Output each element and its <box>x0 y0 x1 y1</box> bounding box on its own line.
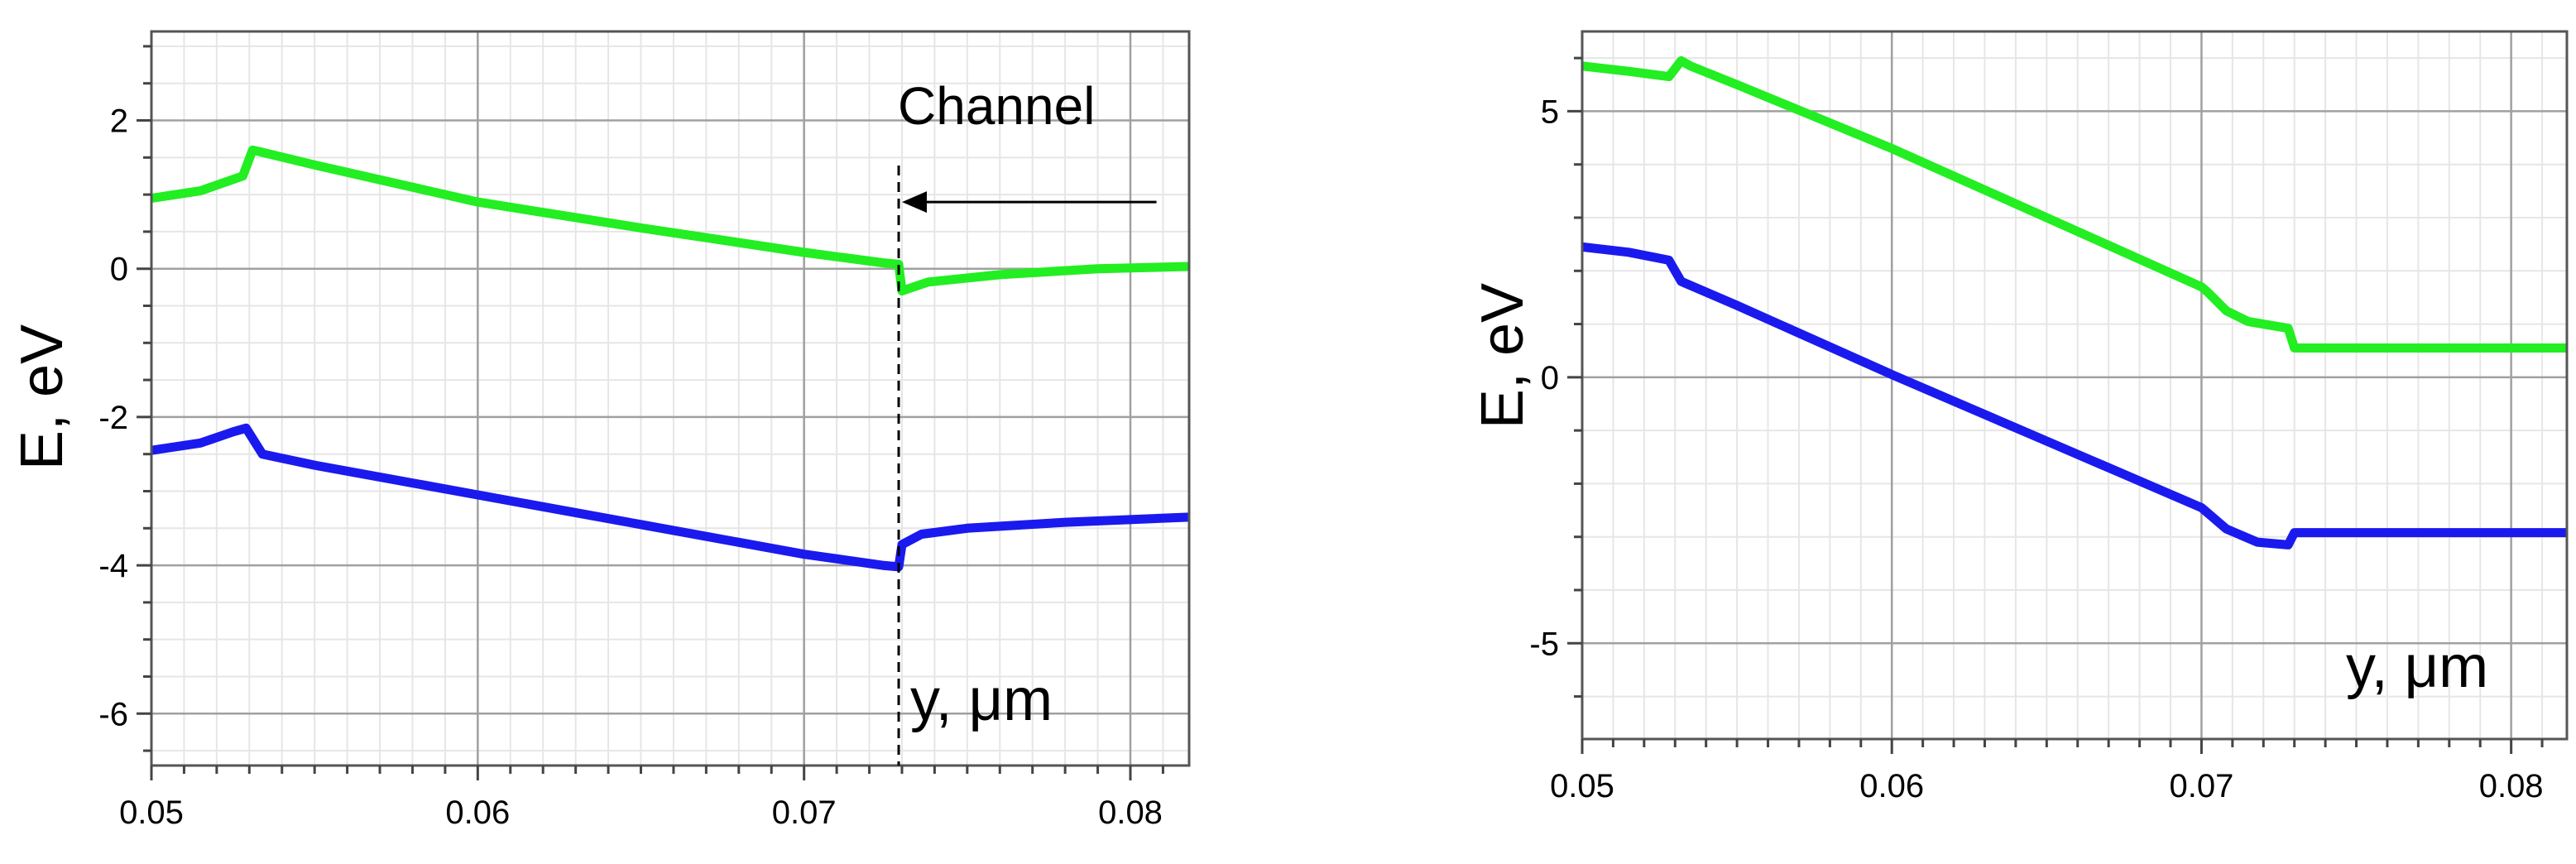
y-tick-label: 5 <box>1541 94 1559 130</box>
left-grid <box>150 31 1189 766</box>
conduction-band-line <box>151 145 1190 296</box>
x-tick-label: 0.07 <box>2169 768 2233 804</box>
left-y-axis-title: E, eV <box>9 324 75 470</box>
right-grid <box>1581 31 2567 739</box>
right-series <box>1581 55 2567 550</box>
x-tick-label: 0.08 <box>1098 794 1163 831</box>
right-x-axis-title: y, μm <box>2346 634 2488 700</box>
x-tick-label: 0.06 <box>445 794 510 831</box>
x-tick-label: 0.08 <box>2479 768 2544 804</box>
valence-band-line <box>151 423 1190 572</box>
valence-band-line <box>1581 242 2567 550</box>
chart-left-band-diagram: 2 0 -2 -4 -6 0.05 0.06 0.07 0.08 E, eV y, μm Cha… <box>9 30 1191 831</box>
y-tick-label: -2 <box>98 400 128 436</box>
conduction-band-line <box>1581 55 2567 353</box>
y-tick-label: 0 <box>1541 360 1559 396</box>
right-axis-ticks: 5 0 -5 0.05 0.06 0.07 0.08 <box>1529 56 2544 804</box>
y-tick-label: -4 <box>98 548 128 584</box>
y-tick-label: -5 <box>1529 626 1559 662</box>
channel-label: Channel <box>898 76 1095 136</box>
channel-arrowhead-icon <box>902 191 928 214</box>
y-tick-label: -6 <box>98 696 128 732</box>
x-tick-label: 0.07 <box>772 794 837 831</box>
right-plot-frame <box>1581 30 2569 741</box>
left-plot-frame <box>150 30 1191 767</box>
x-tick-label: 0.05 <box>119 794 184 831</box>
left-axis-ticks: 2 0 -2 -4 -6 0.05 0.06 0.07 0.08 <box>98 45 1164 831</box>
left-x-axis-title: y, μm <box>910 667 1053 733</box>
left-series <box>151 145 1190 572</box>
y-tick-label: 0 <box>110 252 128 288</box>
x-tick-label: 0.05 <box>1550 768 1614 804</box>
x-tick-label: 0.06 <box>1859 768 1924 804</box>
y-tick-label: 2 <box>110 103 128 140</box>
right-y-axis-title: E, eV <box>1470 283 1536 429</box>
chart-right-band-diagram: 5 0 -5 0.05 0.06 0.07 0.08 E, eV y, μm <box>1470 30 2569 804</box>
